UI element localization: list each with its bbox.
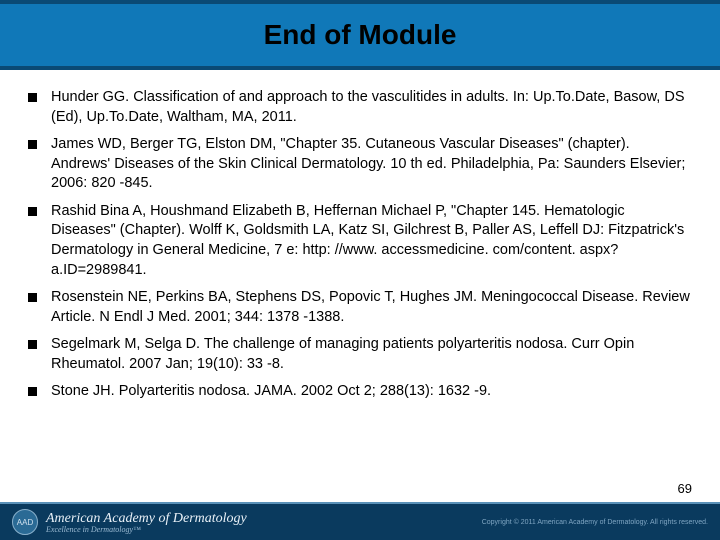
list-item: Stone JH. Polyarteritis nodosa. JAMA. 20… (28, 382, 692, 402)
list-item: Segelmark M, Selga D. The challenge of m… (28, 335, 692, 374)
bullet-icon (28, 293, 37, 302)
slide-header: End of Module (0, 0, 720, 70)
footer-logo: AAD American Academy of Dermatology Exce… (12, 509, 247, 535)
seal-text: AAD (17, 518, 33, 527)
org-block: American Academy of Dermatology Excellen… (46, 511, 247, 534)
slide-footer: AAD American Academy of Dermatology Exce… (0, 502, 720, 540)
bullet-icon (28, 340, 37, 349)
reference-text: Stone JH. Polyarteritis nodosa. JAMA. 20… (51, 382, 692, 402)
reference-text: Hunder GG. Classification of and approac… (51, 88, 692, 127)
list-item: James WD, Berger TG, Elston DM, "Chapter… (28, 135, 692, 194)
bullet-icon (28, 93, 37, 102)
bullet-icon (28, 387, 37, 396)
reference-text: Segelmark M, Selga D. The challenge of m… (51, 335, 692, 374)
list-item: Rashid Bina A, Houshmand Elizabeth B, He… (28, 202, 692, 280)
slide-title: End of Module (264, 19, 457, 51)
footer-copyright: Copyright © 2011 American Academy of Der… (482, 519, 708, 526)
reference-text: Rashid Bina A, Houshmand Elizabeth B, He… (51, 202, 692, 280)
list-item: Hunder GG. Classification of and approac… (28, 88, 692, 127)
list-item: Rosenstein NE, Perkins BA, Stephens DS, … (28, 288, 692, 327)
bullet-icon (28, 207, 37, 216)
reference-text: James WD, Berger TG, Elston DM, "Chapter… (51, 135, 692, 194)
reference-text: Rosenstein NE, Perkins BA, Stephens DS, … (51, 288, 692, 327)
aad-seal-icon: AAD (12, 509, 38, 535)
page-number: 69 (678, 481, 692, 496)
bullet-icon (28, 140, 37, 149)
references-list: Hunder GG. Classification of and approac… (0, 70, 720, 420)
